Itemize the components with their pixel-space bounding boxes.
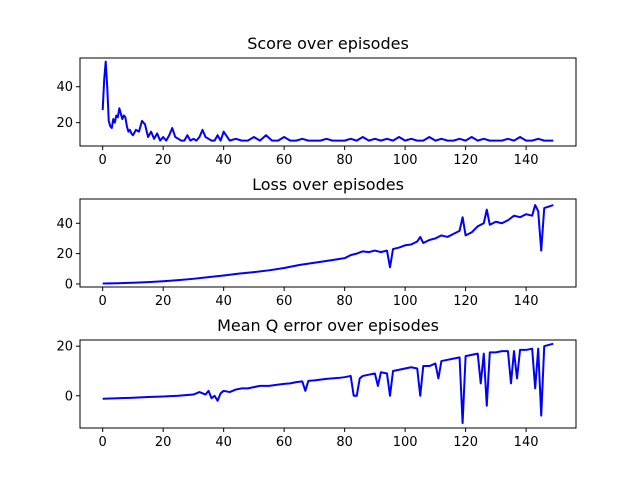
score-x-tick-label: 20 xyxy=(155,153,172,168)
qerror-plot-area xyxy=(102,342,554,425)
qerror-x-tick-label: 60 xyxy=(276,435,293,450)
loss-x-tick-label: 140 xyxy=(514,294,539,309)
loss-series-line xyxy=(102,204,554,285)
score-x-tick-label: 0 xyxy=(99,153,107,168)
qerror-x-axis: 0 20 40 60 80 100 120 140 xyxy=(99,428,539,450)
loss-x-tick-label: 80 xyxy=(336,294,353,309)
score-y-tick-label: 40 xyxy=(56,80,73,95)
qerror-x-tick-label: 80 xyxy=(336,435,353,450)
qerror-x-tick-label: 0 xyxy=(99,435,107,450)
score-x-tick-label: 100 xyxy=(393,153,418,168)
loss-x-tick-label: 20 xyxy=(155,294,172,309)
loss-x-tick-label: 60 xyxy=(276,294,293,309)
loss-axes-frame xyxy=(79,198,577,288)
loss-x-axis: 0 20 40 60 80 100 120 140 xyxy=(99,287,539,309)
loss-y-tick-label: 20 xyxy=(56,247,73,262)
score-series-line xyxy=(101,60,554,142)
loss-x-tick-label: 40 xyxy=(215,294,232,309)
qerror-x-tick-label: 20 xyxy=(155,435,172,450)
score-x-tick-label: 80 xyxy=(336,153,353,168)
qerror-series-line xyxy=(102,342,554,425)
score-x-axis: 0 20 40 60 80 100 120 140 xyxy=(99,146,539,168)
loss-y-axis: 0 20 40 xyxy=(56,217,80,292)
qerror-x-tick-label: 100 xyxy=(393,435,418,450)
score-x-tick-label: 120 xyxy=(453,153,478,168)
qerror-axes-frame xyxy=(79,339,577,429)
score-y-tick-label: 20 xyxy=(56,116,73,131)
loss-plot-area xyxy=(102,204,554,285)
score-x-tick-label: 60 xyxy=(276,153,293,168)
chart-title-loss: Loss over episodes xyxy=(252,175,404,194)
loss-y-tick-label: 40 xyxy=(56,217,73,232)
qerror-x-tick-label: 40 xyxy=(215,435,232,450)
score-axes-frame xyxy=(79,57,577,147)
qerror-y-tick-label: 0 xyxy=(65,389,73,404)
subplot-score: Score over episodes 0 20 40 60 80 100 120 140 2… xyxy=(56,34,577,168)
subplot-qerror: Mean Q error over episodes 0 20 40 60 80 100 1… xyxy=(56,316,577,450)
subplot-loss: Loss over episodes 0 20 40 60 80 100 120 140 0 2… xyxy=(56,175,577,309)
qerror-y-tick-label: 20 xyxy=(56,340,73,355)
score-x-tick-label: 140 xyxy=(514,153,539,168)
chart-title-score: Score over episodes xyxy=(247,34,409,53)
score-x-tick-label: 40 xyxy=(215,153,232,168)
qerror-x-tick-label: 140 xyxy=(514,435,539,450)
loss-y-tick-label: 0 xyxy=(65,277,73,292)
loss-x-tick-label: 100 xyxy=(393,294,418,309)
score-plot-area xyxy=(101,60,554,142)
loss-x-tick-label: 120 xyxy=(453,294,478,309)
loss-x-tick-label: 0 xyxy=(99,294,107,309)
qerror-x-tick-label: 120 xyxy=(453,435,478,450)
chart-title-qerror: Mean Q error over episodes xyxy=(217,316,439,335)
qerror-y-axis: 0 20 xyxy=(56,340,80,404)
